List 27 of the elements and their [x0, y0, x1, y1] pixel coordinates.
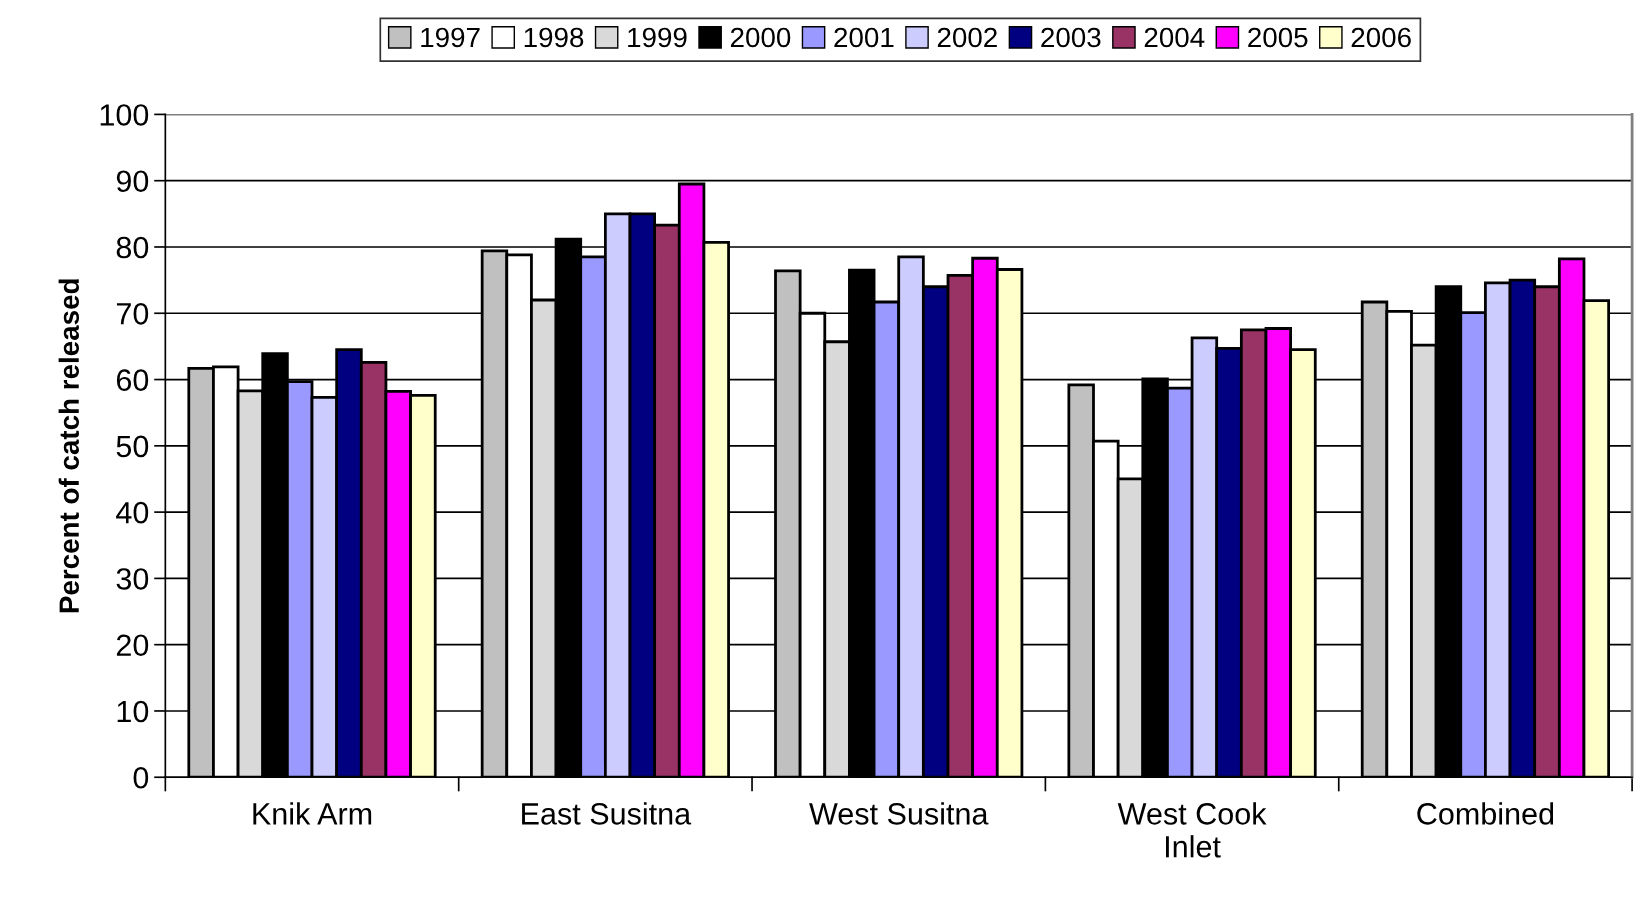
x-tick-label: West Cook Inlet	[1117, 802, 1267, 858]
legend-label: 1998	[524, 27, 584, 48]
x-tick-label: East Susitna	[522, 802, 692, 825]
y-tick-label: 70	[116, 303, 149, 325]
legend-label: 2000	[730, 27, 791, 48]
x-tick-label: Knik Arm	[253, 802, 372, 825]
y-tick-label: 80	[116, 236, 149, 259]
y-axis-title: Percent of catch released	[58, 279, 80, 613]
y-tick-label: 0	[133, 766, 149, 789]
legend-label: 2001	[834, 27, 894, 48]
y-tick-label: 50	[116, 435, 149, 458]
x-tick-label: Combined	[1417, 802, 1554, 825]
y-tick-label: 10	[117, 700, 149, 723]
legend-label: 2004	[1144, 27, 1205, 48]
legend-label: 2003	[1041, 27, 1101, 48]
legend-label: 2005	[1248, 27, 1308, 48]
y-tick-label: 60	[116, 369, 149, 391]
y-tick-label: 30	[116, 568, 149, 590]
y-tick-label: 100	[100, 104, 149, 126]
y-tick-label: 20	[116, 634, 149, 657]
legend-label: 1999	[628, 27, 687, 48]
y-tick-label: 40	[116, 501, 149, 524]
legend-label: 2002	[937, 27, 997, 48]
y-tick-label: 90	[116, 170, 149, 193]
legend-label: 2006	[1351, 27, 1411, 48]
x-tick-label: West Susitna	[809, 802, 989, 825]
legend-label: 1997	[421, 27, 480, 48]
